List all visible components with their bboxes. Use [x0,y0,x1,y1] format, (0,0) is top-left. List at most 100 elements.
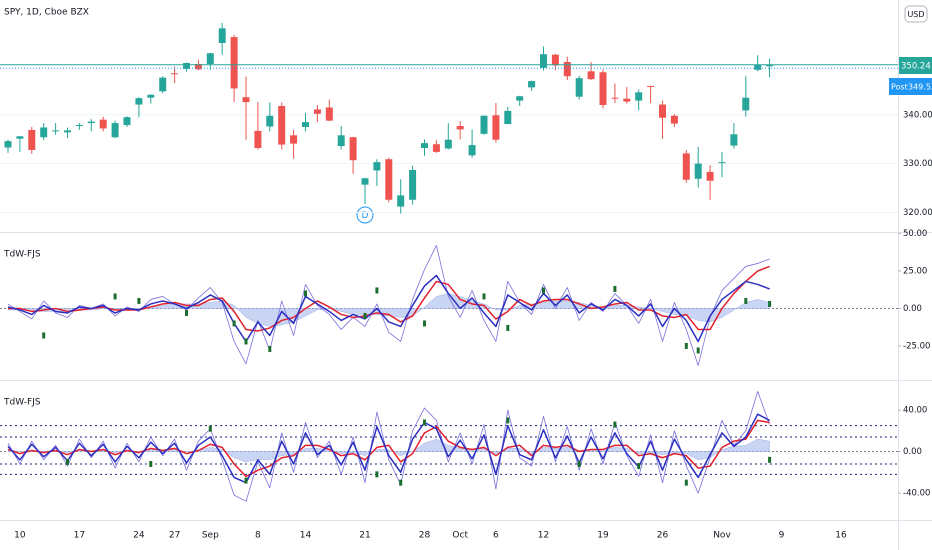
candle-body [135,98,143,105]
signal-dot [375,287,379,294]
y-tick-label: 320.00 [903,208,932,218]
candle-body [682,153,690,180]
x-tick-label: 10 [14,531,26,541]
candle-body [647,85,655,87]
candle-body [516,96,524,101]
signal-dot [542,287,545,294]
candle-body [670,115,678,124]
candle-body [444,139,452,149]
signal-dot [375,471,379,478]
candle-body [64,130,71,133]
candle-body [75,125,83,127]
x-tick-label: Oct [452,531,468,541]
candle-body [468,145,476,156]
candle-body [28,129,36,150]
x-tick-label: 6 [493,531,499,541]
candle-body [492,115,500,140]
signal-dot [66,458,69,465]
candle-body [528,81,536,88]
candle-body [432,144,440,152]
candle-body [183,63,190,69]
candle-body [551,54,559,66]
candle-body [599,72,607,106]
x-tick-label: 21 [359,531,370,541]
post-label: Post [891,83,908,92]
dividend-label[interactable]: D [362,211,369,221]
candle-body [16,136,24,139]
signal-dot [244,338,248,345]
signal-dot [399,479,403,486]
post-price-label: 349.53 [908,83,932,92]
pane-title: TdW-FJS [3,398,41,408]
candle-body [623,98,631,102]
candle-body [456,126,464,130]
candle-body [730,134,738,146]
candle-body [40,127,48,138]
x-tick-label: Sep [202,531,219,541]
dividend-marker[interactable] [356,206,374,224]
signal-dot [696,347,700,354]
y-tick-label: 40.00 [903,406,927,416]
candle-body [611,97,619,99]
x-tick-label: 27 [169,531,180,541]
candle-body [563,62,571,77]
candle-body [385,159,393,200]
post-price-box [889,78,932,95]
candle-body [302,122,309,127]
currency-box[interactable] [904,5,928,23]
signal-dot [637,463,641,470]
x-tick-label: 16 [835,531,847,541]
signal-dot [482,293,486,300]
x-tick-label: 17 [74,531,85,541]
candle-body [171,73,179,75]
signal-dot [423,419,426,426]
signal-dot [149,460,153,467]
y-tick-label: 50.00 [903,229,927,239]
candle-body [99,119,107,129]
signal-dot [506,417,510,424]
candle-body [754,64,762,70]
signal-dot [137,297,141,304]
signal-dot [506,324,510,331]
candle-body [659,104,666,118]
candle-body [52,130,60,132]
line [7,413,770,484]
signal-dot [613,421,617,428]
line [7,419,770,478]
line [7,274,770,343]
signal-dot [244,477,248,484]
candle-body [540,54,547,68]
candle-body [373,162,381,171]
signal-dot [363,312,367,319]
currency[interactable]: USD [907,10,924,19]
candle-body [266,115,274,127]
candle-body [361,178,369,185]
candle-body [313,109,321,114]
x-tick-label: 26 [657,531,669,541]
candle-body [254,130,262,148]
candle-body [337,135,345,147]
candle-body [575,78,583,97]
y-tick-label: 25.00 [903,266,927,276]
signal-dot [768,300,772,307]
thin-line [7,390,770,502]
candle-body [230,37,238,89]
candle-body [718,162,726,164]
candle-body [349,137,357,161]
signal-dot [304,290,307,297]
x-tick-label: 19 [597,531,609,541]
candle-body [694,163,702,179]
last-price-label: 350.24 [901,62,931,72]
y-tick-label: 330.00 [903,159,932,169]
candle-body [111,123,119,138]
y-tick-label: 340.00 [903,110,932,120]
candle-body [4,141,12,148]
candle-body [290,135,298,144]
candle-body [325,107,333,121]
candle-body [242,97,250,103]
candle-body [742,97,750,111]
y-tick-label: 0.00 [903,304,922,314]
